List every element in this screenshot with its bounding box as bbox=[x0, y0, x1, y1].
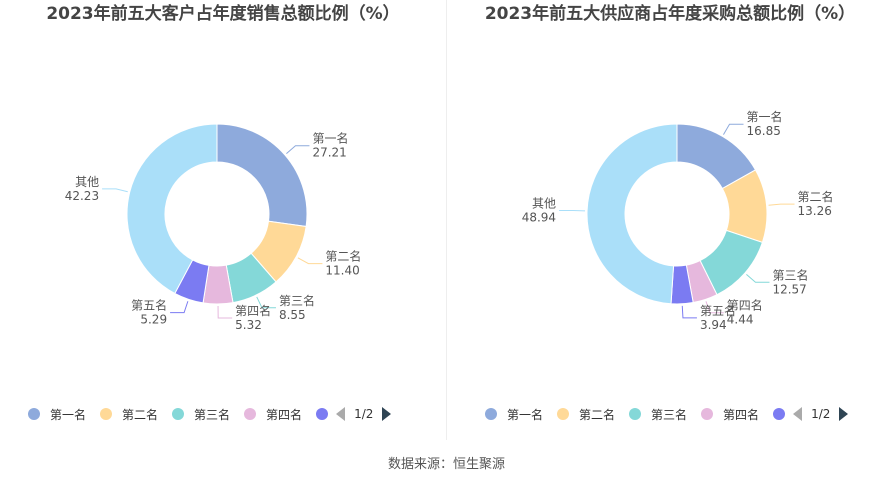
chart-title: 2023年前五大供应商占年度采购总额比例（%） bbox=[484, 4, 856, 24]
legend-dot-icon bbox=[701, 408, 714, 420]
data-source: 数据来源：恒生聚源 bbox=[387, 457, 505, 472]
slice-value-other: 48.94 bbox=[522, 211, 556, 225]
legend: 第一名 第二名 第三名 第四名 1/2 bbox=[28, 404, 392, 424]
customer-chart-panel: 2023年前五大客户占年度销售总额比例（%） 第一名 27.21 第二名 11.40 第… bbox=[0, 0, 446, 440]
chart-title: 2023年前五大客户占年度销售总额比例（%） bbox=[46, 4, 400, 24]
legend-dot-icon bbox=[28, 408, 40, 420]
slice-value-fourth: 5.32 bbox=[235, 318, 262, 332]
leader-line-second bbox=[768, 203, 795, 206]
legend-pager: 1/2 bbox=[336, 407, 392, 421]
slice-value-second: 13.26 bbox=[798, 204, 832, 218]
leader-line-third bbox=[256, 296, 276, 309]
slice-name-second: 第二名 bbox=[325, 249, 361, 264]
slice-name-other: 其他 bbox=[75, 175, 99, 189]
legend-label: 第一名 bbox=[507, 407, 544, 422]
legend-item-third[interactable]: 第三名 bbox=[629, 406, 687, 423]
slice-other[interactable] bbox=[586, 123, 678, 305]
slice-value-first: 16.85 bbox=[747, 124, 781, 138]
page-indicator: 1/2 bbox=[354, 407, 374, 421]
legend-label: 第四名 bbox=[723, 407, 760, 422]
prev-page-icon[interactable] bbox=[336, 407, 346, 421]
slice-name-first: 第一名 bbox=[312, 131, 348, 146]
legend-item-first[interactable]: 第一名 bbox=[485, 406, 543, 423]
slice-first[interactable] bbox=[216, 123, 308, 228]
panel-divider bbox=[446, 0, 447, 440]
legend-item-first[interactable]: 第一名 bbox=[28, 406, 86, 423]
legend-label: 第四名 bbox=[266, 407, 303, 422]
legend-item-third[interactable]: 第三名 bbox=[172, 406, 230, 423]
legend-item-second[interactable]: 第二名 bbox=[557, 406, 615, 423]
supplier-chart-panel: 2023年前五大供应商占年度采购总额比例（%） 第一名 16.85 第二名 13.26… bbox=[447, 0, 893, 440]
slice-name-first: 第一名 bbox=[747, 109, 783, 124]
slice-name-third: 第三名 bbox=[279, 293, 315, 308]
slice-value-fourth: 4.44 bbox=[727, 313, 754, 327]
legend-dot-icon bbox=[100, 408, 113, 420]
legend-dot-icon bbox=[773, 408, 786, 420]
legend-label: 第三名 bbox=[651, 407, 688, 422]
legend-dot-icon bbox=[629, 408, 642, 420]
leader-line-fourth bbox=[217, 305, 233, 319]
legend-dot-icon bbox=[557, 408, 570, 420]
legend-label: 第一名 bbox=[50, 407, 87, 422]
slice-value-fifth: 3.94 bbox=[700, 318, 727, 332]
slice-name-fifth: 第五名 bbox=[700, 303, 736, 318]
slice-value-fifth: 5.29 bbox=[140, 313, 167, 327]
next-page-icon[interactable] bbox=[382, 407, 392, 421]
slice-name-fourth: 第四名 bbox=[727, 298, 763, 313]
legend-dot-icon bbox=[485, 408, 497, 420]
legend-label: 第二名 bbox=[122, 407, 159, 422]
leader-line-fourth bbox=[705, 301, 724, 314]
leader-line-third bbox=[746, 274, 770, 283]
slice-other[interactable] bbox=[126, 123, 218, 295]
prev-page-icon[interactable] bbox=[793, 407, 803, 421]
leader-line-fifth bbox=[681, 305, 697, 319]
leader-line-fifth bbox=[170, 301, 189, 314]
legend-dot-icon bbox=[244, 408, 257, 420]
legend-dot-icon bbox=[316, 408, 329, 420]
leader-line-other bbox=[102, 188, 128, 193]
slice-value-first: 27.21 bbox=[312, 146, 346, 160]
leader-line-first bbox=[286, 145, 310, 154]
next-page-icon[interactable] bbox=[839, 407, 849, 421]
legend-label: 第二名 bbox=[579, 407, 616, 422]
legend-item-fifth[interactable] bbox=[316, 408, 329, 420]
slice-name-other: 其他 bbox=[532, 197, 556, 211]
slice-value-third: 12.57 bbox=[772, 282, 806, 296]
legend: 第一名 第二名 第三名 第四名 1/2 bbox=[485, 404, 849, 424]
legend-dot-icon bbox=[172, 408, 185, 420]
legend-pager: 1/2 bbox=[793, 407, 849, 421]
slice-value-second: 11.40 bbox=[325, 264, 359, 278]
slice-name-third: 第三名 bbox=[772, 267, 808, 282]
leader-line-first bbox=[723, 123, 744, 135]
legend-item-second[interactable]: 第二名 bbox=[100, 406, 158, 423]
legend-item-fourth[interactable]: 第四名 bbox=[244, 406, 302, 423]
slice-value-other: 42.23 bbox=[65, 189, 99, 203]
slice-name-fifth: 第五名 bbox=[131, 298, 167, 313]
legend-label: 第三名 bbox=[194, 407, 231, 422]
page-indicator: 1/2 bbox=[811, 407, 831, 421]
slice-value-third: 8.55 bbox=[279, 308, 306, 322]
legend-item-fourth[interactable]: 第四名 bbox=[701, 406, 759, 423]
slice-name-second: 第二名 bbox=[798, 189, 834, 204]
legend-item-fifth[interactable] bbox=[773, 408, 786, 420]
leader-line-second bbox=[297, 257, 323, 265]
slice-name-fourth: 第四名 bbox=[235, 303, 271, 318]
